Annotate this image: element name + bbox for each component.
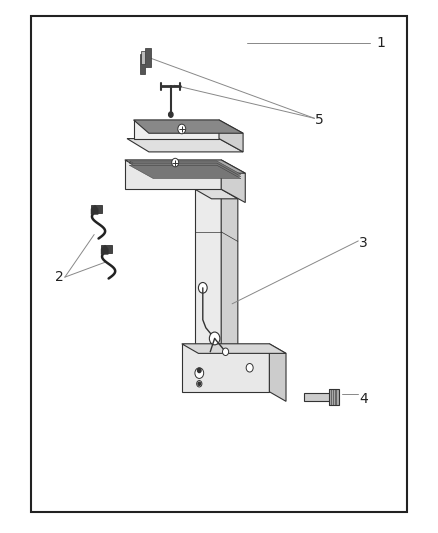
Circle shape	[197, 381, 202, 387]
Polygon shape	[129, 163, 241, 176]
Polygon shape	[219, 120, 243, 152]
Circle shape	[178, 124, 186, 134]
Polygon shape	[129, 161, 241, 174]
Circle shape	[198, 382, 201, 385]
Polygon shape	[141, 51, 145, 64]
Polygon shape	[221, 160, 245, 203]
Circle shape	[169, 112, 173, 117]
Polygon shape	[101, 245, 108, 254]
Polygon shape	[269, 344, 286, 401]
Polygon shape	[134, 120, 219, 139]
Polygon shape	[304, 393, 331, 401]
Text: 1: 1	[377, 36, 385, 50]
Circle shape	[198, 282, 207, 293]
Text: 5: 5	[315, 113, 324, 127]
Text: 2: 2	[55, 270, 64, 284]
Bar	[101, 245, 112, 253]
Circle shape	[195, 368, 204, 378]
Polygon shape	[195, 189, 221, 346]
Circle shape	[172, 158, 179, 167]
Polygon shape	[328, 389, 339, 405]
Polygon shape	[140, 48, 151, 74]
Circle shape	[198, 368, 201, 373]
Polygon shape	[221, 189, 238, 356]
Polygon shape	[127, 139, 243, 152]
Text: 3: 3	[359, 236, 368, 249]
Bar	[31, 16, 407, 512]
Text: 4: 4	[359, 392, 368, 406]
Circle shape	[209, 332, 220, 345]
Polygon shape	[182, 344, 286, 353]
Bar	[91, 205, 102, 213]
Polygon shape	[182, 344, 269, 392]
Polygon shape	[125, 160, 221, 189]
Polygon shape	[129, 165, 241, 179]
Polygon shape	[195, 189, 238, 199]
Circle shape	[246, 364, 253, 372]
Polygon shape	[91, 205, 98, 214]
Polygon shape	[134, 120, 243, 133]
Polygon shape	[125, 160, 245, 173]
Circle shape	[223, 348, 229, 356]
